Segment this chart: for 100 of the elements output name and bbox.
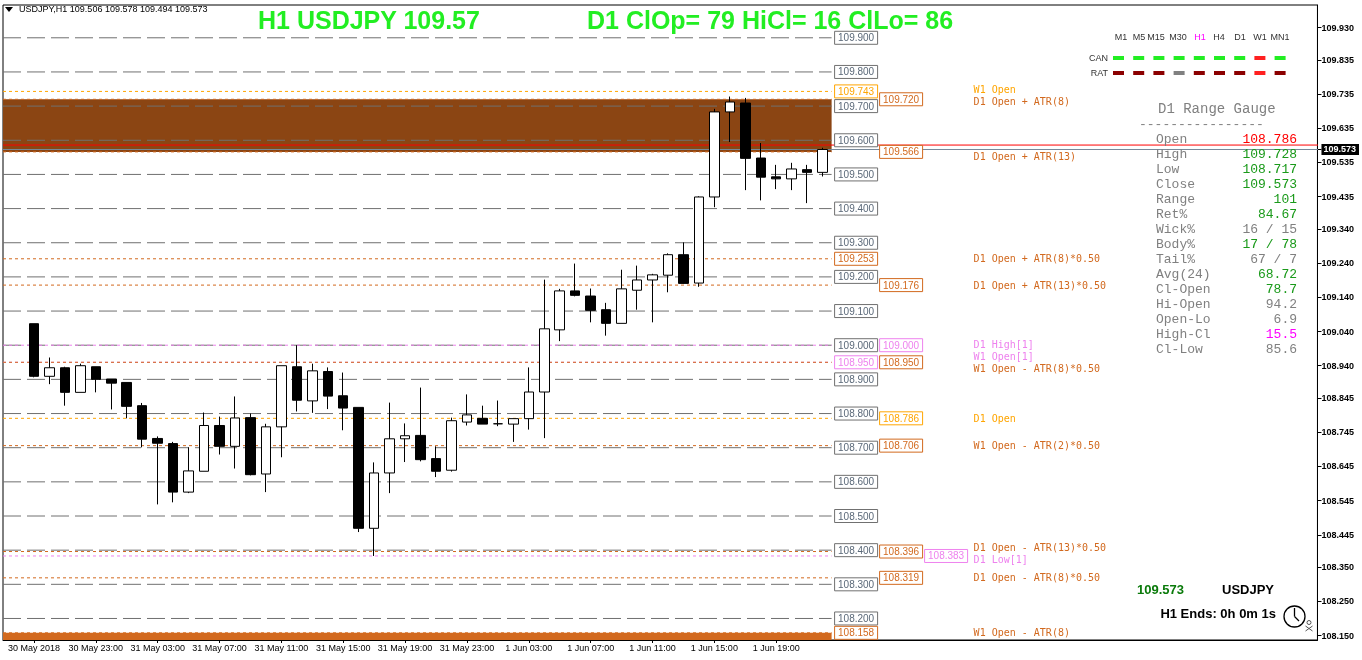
- ref-line-label: D1 Open - ATR(13)*0.50: [973, 542, 1107, 554]
- ref-line-label: D1 Open: [973, 412, 1016, 424]
- annotation: M1: [1114, 32, 1128, 42]
- annotation: 108.717: [1242, 161, 1297, 177]
- annotation: Wick%: [1156, 221, 1196, 237]
- y-tick-label: 108.350: [1321, 562, 1355, 573]
- annotation: 108.786: [1242, 131, 1297, 147]
- annotation: Close: [1156, 176, 1196, 192]
- x-tick-label: 31 May 11:00: [254, 642, 309, 653]
- annotation: 109.600: [838, 134, 875, 146]
- ref-line-label: D1 Open + ATR(13): [973, 150, 1076, 162]
- annotation: 16 / 15: [1242, 221, 1297, 237]
- y-tick-label: 109.573: [1323, 144, 1357, 155]
- x-tick-label: 31 May 23:00: [439, 642, 495, 653]
- annotation: ----------------: [1139, 116, 1264, 132]
- x-tick-label: 31 May 03:00: [130, 642, 185, 653]
- annotation: 108.800: [838, 408, 875, 420]
- annotation: 108.500: [838, 510, 875, 522]
- y-tick-label: 108.940: [1321, 360, 1355, 371]
- annotation: 109.200: [838, 271, 875, 283]
- ref-line-label: D1 Open + ATR(8): [973, 95, 1070, 107]
- y-tick-label: 108.645: [1321, 461, 1355, 472]
- ref-line-label: D1 Low[1]: [973, 554, 1028, 566]
- x-tick-label: 30 May 23:00: [68, 642, 124, 653]
- x-tick-label: 1 Jun 15:00: [690, 642, 738, 653]
- annotation: 108.786: [883, 412, 920, 424]
- annotation: RAT: [1090, 68, 1109, 78]
- annotation: D1: [1234, 32, 1246, 42]
- annotation: 108.158: [838, 627, 875, 639]
- annotation: 109.253: [838, 253, 875, 265]
- annotation: Low: [1156, 161, 1180, 177]
- y-tick-label: 109.635: [1321, 123, 1355, 134]
- annotation: 108.706: [883, 440, 920, 452]
- annotation: 109.300: [838, 237, 875, 249]
- x-tick-label: 31 May 07:00: [192, 642, 247, 653]
- x-tick-label: 1 Jun 19:00: [752, 642, 800, 653]
- annotation: USDJPY,H1 109.506 109.578 109.494 109.573: [19, 4, 208, 14]
- x-tick-label: 31 May 19:00: [377, 642, 433, 653]
- annotation: H1 Ends: 0h 0m 1s: [1160, 605, 1276, 621]
- x-tick-label: 31 May 15:00: [315, 642, 371, 653]
- y-tick-label: 108.445: [1321, 529, 1355, 540]
- annotation: High-Cl: [1156, 326, 1211, 342]
- annotation: High: [1156, 146, 1188, 162]
- annotation: 109.500: [838, 168, 875, 180]
- y-tick-label: 108.150: [1321, 630, 1355, 641]
- annotation: 109.800: [838, 66, 875, 78]
- annotation: Cl-Low: [1156, 341, 1204, 357]
- annotation: 109.176: [883, 279, 920, 291]
- annotation: 15.5: [1265, 326, 1297, 342]
- annotation: 109.566: [883, 146, 920, 158]
- y-tick-label: 109.930: [1321, 22, 1355, 33]
- annotation: 108.700: [838, 442, 875, 454]
- annotation: 108.400: [838, 544, 875, 556]
- annotation: Cl-Open: [1156, 281, 1211, 297]
- annotation: MN1: [1270, 32, 1290, 42]
- y-tick-label: 108.545: [1321, 495, 1355, 506]
- annotation: 109.720: [883, 93, 920, 105]
- annotation: 109.728: [1242, 146, 1297, 162]
- annotation: 6.9: [1273, 311, 1297, 327]
- ref-line-label: W1 Open - ATR(8): [973, 627, 1070, 639]
- y-tick-label: 109.040: [1321, 326, 1355, 337]
- chart-subtitle: D1 ClOp= 79 HiCl= 16 ClLo= 86: [587, 5, 954, 34]
- annotation: 109.000: [883, 339, 920, 351]
- x-tick-label: 1 Jun 07:00: [567, 642, 615, 653]
- y-tick-label: 108.250: [1321, 596, 1355, 607]
- annotation: Avg(24): [1156, 266, 1211, 282]
- annotation: H1: [1194, 32, 1206, 42]
- ref-line-label: W1 Open: [973, 83, 1016, 95]
- y-tick-label: 109.340: [1321, 224, 1355, 235]
- annotation: W1: [1253, 32, 1267, 42]
- y-tick-label: 109.240: [1321, 258, 1355, 269]
- annotation: 108.200: [838, 612, 875, 624]
- annotation: 109.743: [838, 85, 875, 97]
- annotation: Hi-Open: [1156, 296, 1211, 312]
- ref-line-label: W1 Open - ATR(8)*0.50: [973, 363, 1101, 375]
- x-tick-label: 1 Jun 03:00: [505, 642, 553, 653]
- annotation: 17 / 78: [1242, 236, 1297, 252]
- annotation: 108.319: [883, 572, 920, 584]
- y-tick-label: 109.435: [1321, 191, 1355, 202]
- annotation: Body%: [1156, 236, 1196, 252]
- annotation: 108.396: [883, 546, 920, 558]
- x-tick-label: 30 May 2018: [7, 642, 60, 653]
- annotation: 67 / 7: [1250, 251, 1297, 267]
- ref-line-label: D1 Open + ATR(13)*0.50: [973, 279, 1107, 291]
- annotation: M5: [1132, 32, 1146, 42]
- annotation: Tail%: [1156, 251, 1196, 267]
- ref-line-label: W1 Open[1]: [973, 351, 1034, 363]
- annotation: Range: [1156, 191, 1196, 207]
- annotation: D1 Range Gauge: [1158, 101, 1276, 117]
- annotation: 108.900: [838, 373, 875, 385]
- annotation: 68.72: [1257, 266, 1297, 282]
- y-tick-label: 108.845: [1321, 393, 1355, 404]
- annotation: 84.67: [1257, 206, 1297, 222]
- annotation: 85.6: [1265, 341, 1297, 357]
- annotation: 109.573: [1242, 176, 1297, 192]
- annotation: 109.000: [838, 339, 875, 351]
- annotation: CAN: [1088, 53, 1108, 63]
- y-tick-label: 108.745: [1321, 427, 1355, 438]
- annotation: 109.900: [838, 32, 875, 44]
- ref-line-label: W1 Open - ATR(2)*0.50: [973, 440, 1101, 452]
